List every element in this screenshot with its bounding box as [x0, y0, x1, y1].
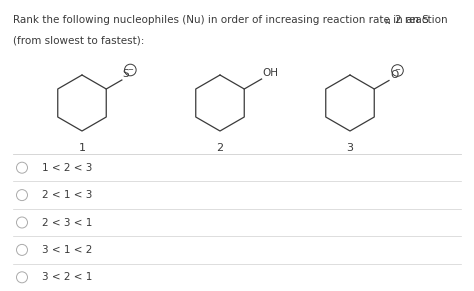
Text: −: −: [128, 67, 133, 73]
Text: (from slowest to fastest):: (from slowest to fastest):: [13, 35, 145, 45]
Text: S: S: [123, 69, 129, 79]
Text: OH: OH: [263, 68, 279, 78]
Text: Rank the following nucleophiles (Nu) in order of increasing reaction rate in an : Rank the following nucleophiles (Nu) in …: [13, 15, 429, 25]
Text: 2: 2: [217, 143, 224, 153]
Text: 3: 3: [346, 143, 354, 153]
Text: −: −: [394, 68, 401, 74]
Text: 2 < 3 < 1: 2 < 3 < 1: [42, 217, 92, 228]
Text: N: N: [384, 19, 390, 26]
Text: 3 < 1 < 2: 3 < 1 < 2: [42, 245, 92, 255]
Text: 3 < 2 < 1: 3 < 2 < 1: [42, 272, 92, 282]
Text: 1 < 2 < 3: 1 < 2 < 3: [42, 163, 92, 173]
Text: 2 reaction: 2 reaction: [395, 15, 447, 25]
Text: 2 < 1 < 3: 2 < 1 < 3: [42, 190, 92, 200]
Text: 1: 1: [79, 143, 85, 153]
Text: O: O: [390, 70, 398, 79]
